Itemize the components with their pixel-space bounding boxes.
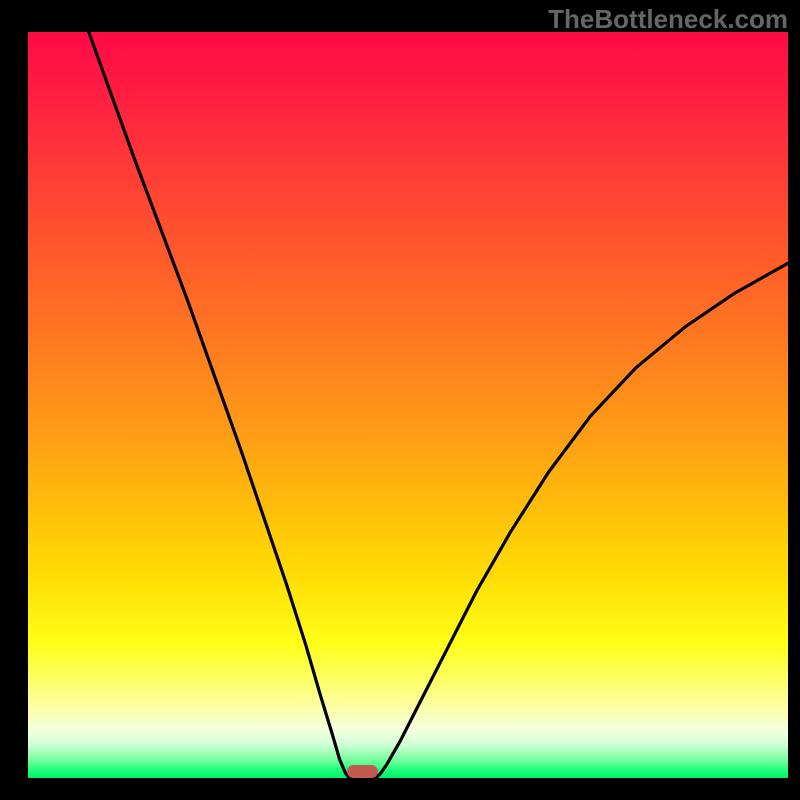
chart-frame: TheBottleneck.com [0, 0, 800, 800]
watermark-text: TheBottleneck.com [548, 4, 788, 35]
chart-background-gradient [28, 32, 788, 778]
optimal-point-marker [347, 765, 377, 778]
bottleneck-chart [0, 0, 800, 800]
